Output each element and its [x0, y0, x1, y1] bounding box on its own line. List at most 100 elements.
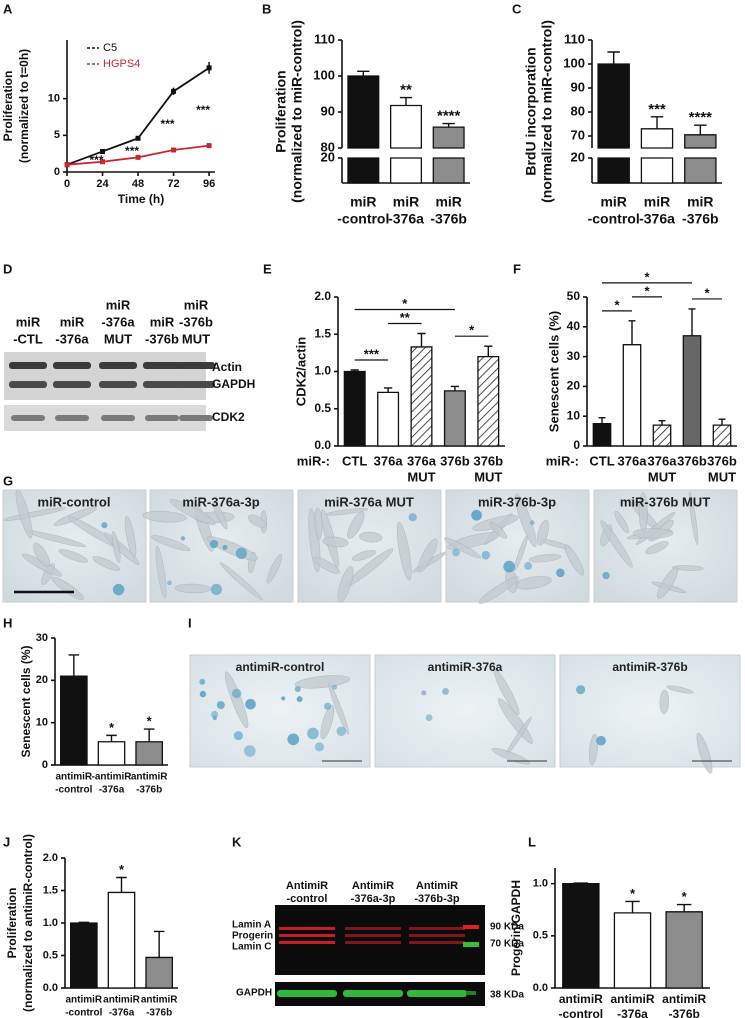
bar [665, 911, 703, 989]
category-label: -antimiR [92, 772, 133, 783]
cell [638, 492, 648, 533]
lane-label: MUT [104, 331, 132, 346]
stain [314, 742, 325, 752]
category-label: miR [687, 194, 713, 210]
stain [332, 684, 338, 690]
lane-label: miR [150, 314, 175, 329]
stain [425, 714, 433, 721]
y-tick-label: 20 [321, 149, 335, 164]
error-bar [573, 882, 589, 884]
image-label: antimiR-control [236, 660, 325, 674]
cell [294, 675, 351, 689]
bar [135, 741, 163, 766]
significance: * [644, 283, 650, 298]
legend-label: HGPS4 [103, 58, 140, 70]
lane-label: -376a-3p [351, 893, 396, 905]
band [9, 362, 47, 369]
marker-label: 70 KDa [490, 939, 524, 950]
y-tick-label: 0 [42, 759, 48, 771]
marker [171, 88, 177, 94]
bar [562, 883, 600, 989]
y-axis-label: BrdU incorporation [523, 47, 539, 175]
significance: **** [689, 109, 713, 126]
significance: * [119, 862, 125, 877]
y-axis-label: CDK2/actin [293, 337, 308, 406]
cell [528, 554, 562, 563]
lane-label: AntimiR [286, 880, 328, 892]
category-label: antimiR [103, 995, 140, 1006]
marker [135, 135, 141, 141]
error-bar [68, 654, 80, 677]
stain [180, 536, 186, 541]
y-tick-label: 1.5 [314, 326, 331, 340]
category-label: 376b [473, 453, 503, 468]
y-tick-label: 100 [313, 67, 335, 82]
error-bar [718, 418, 726, 426]
error-bar [628, 320, 636, 345]
panel-letter: B [262, 1, 271, 16]
marker [206, 143, 212, 149]
cell [632, 528, 674, 539]
x-tick-label: 24 [96, 178, 109, 190]
significance: * [644, 269, 650, 284]
band [345, 941, 401, 944]
stain [235, 547, 248, 560]
category-label: 376a [407, 453, 437, 468]
blot [4, 352, 206, 400]
cell [314, 557, 340, 574]
panel-letter: H [3, 615, 12, 630]
x-tick-label: 48 [132, 178, 144, 190]
bar [712, 424, 732, 447]
bar [60, 675, 88, 766]
cell [58, 549, 89, 563]
band [177, 362, 215, 369]
category-label: miR [350, 194, 376, 210]
error-bar [383, 387, 393, 393]
y-tick-label: 20 [571, 149, 585, 164]
y-tick-label: 30 [567, 349, 581, 363]
stain [294, 686, 301, 693]
error-bar [417, 332, 426, 347]
cell [337, 566, 354, 603]
bar [377, 391, 400, 447]
category-label: MUT [648, 469, 676, 484]
cell [359, 531, 383, 543]
y-tick-label: 10 [48, 93, 60, 105]
error-bar [650, 116, 664, 129]
cell [314, 507, 323, 540]
category-label: 376b [677, 453, 707, 468]
stain [222, 544, 228, 550]
error-bar [676, 903, 692, 912]
marker [100, 159, 106, 165]
y-tick-label: 50 [567, 289, 581, 303]
cell [564, 544, 585, 576]
category-label: -376b [136, 785, 162, 796]
y-tick-label: 5 [54, 129, 60, 141]
error-bar [694, 124, 707, 135]
significance: *** [364, 346, 380, 361]
stain [452, 548, 460, 557]
y-tick-label: 0.0 [43, 982, 58, 994]
stain [287, 733, 300, 746]
cell [155, 545, 167, 599]
category-label: antimiR [559, 992, 603, 1006]
cell [352, 549, 377, 561]
category-label: CTL [342, 453, 367, 468]
y-tick-label: 10 [567, 408, 581, 422]
error-bar [106, 734, 117, 742]
category-label: antimiR [141, 995, 178, 1006]
stain [245, 698, 256, 710]
lane-label: -376b [179, 314, 213, 329]
band [11, 415, 45, 421]
legend-label: C5 [103, 42, 117, 54]
y-tick-label: 30 [36, 632, 48, 644]
y-tick-label: 0.5 [533, 930, 548, 942]
y-axis-label: Senescent cells (%) [19, 645, 33, 757]
category-label: miR [644, 194, 670, 210]
lane-label: miR [106, 297, 131, 312]
bar [597, 63, 630, 184]
band [55, 415, 89, 421]
bar [432, 126, 465, 184]
category-label: -control [65, 1008, 102, 1018]
blot [275, 905, 485, 975]
